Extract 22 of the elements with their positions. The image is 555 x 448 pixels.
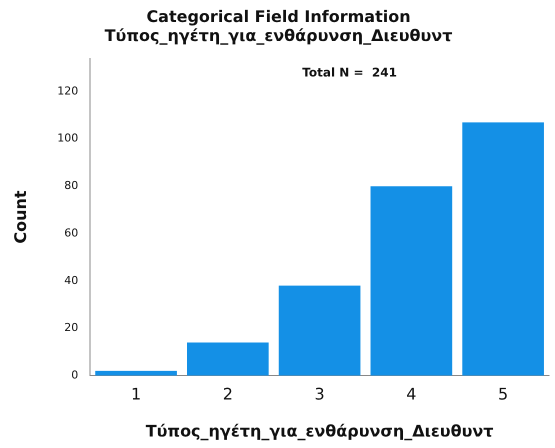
y-tick-label: 100 [57, 132, 78, 145]
x-tick-label: 2 [222, 384, 233, 404]
x-tick-label: 1 [130, 384, 142, 404]
y-tick-label: 120 [57, 84, 78, 98]
x-axis-title: Τύπος_ηγέτη_για_ενθάρυνση_Διευθυντ [146, 422, 494, 441]
y-tick-label: 60 [64, 226, 78, 240]
y-tick-label: 20 [64, 321, 78, 334]
y-tick-label: 40 [64, 274, 78, 287]
x-tick-label: 3 [314, 384, 325, 404]
x-tick-label: 4 [406, 384, 416, 404]
annotation: Total N = 241 [302, 66, 397, 80]
x-tick-label: 5 [498, 384, 508, 404]
bar [187, 342, 269, 376]
bar [95, 370, 177, 376]
bar [462, 122, 544, 376]
bar [370, 186, 452, 376]
y-axis-title: Count [10, 190, 30, 244]
chart-subtitle: Τύπος_ηγέτη_για_ενθάρυνση_Διευθυντ [104, 26, 452, 45]
chart-title: Categorical Field Information [146, 6, 411, 26]
y-tick-label: 0 [71, 368, 78, 382]
y-tick-label: 80 [64, 179, 78, 192]
bar [278, 286, 360, 376]
